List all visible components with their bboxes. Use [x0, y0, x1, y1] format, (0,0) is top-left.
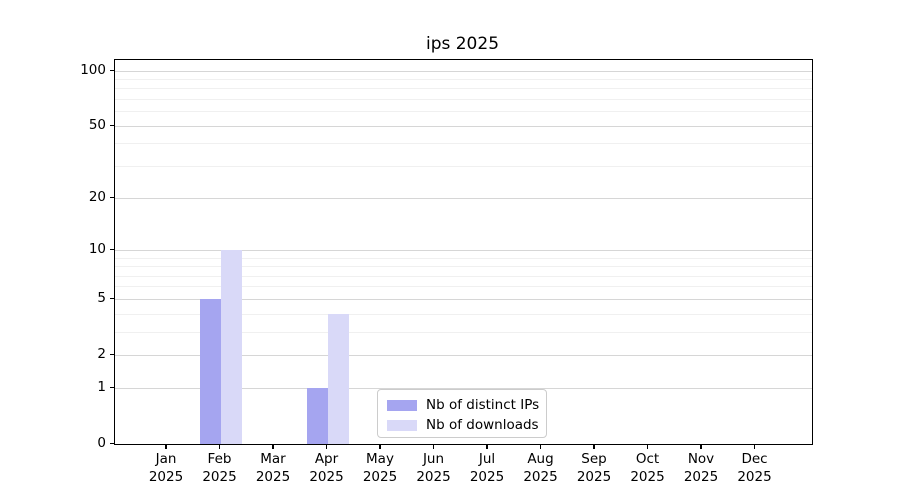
x-tick-jan [165, 445, 167, 449]
plot-area: Nb of distinct IPs Nb of downloads [114, 59, 813, 445]
legend: Nb of distinct IPs Nb of downloads [377, 389, 547, 438]
x-tick-label-oct: Oct 2025 [630, 451, 665, 485]
gridline-major-5 [115, 298, 812, 300]
bar-nb-of-distinct-ips-feb [199, 299, 221, 444]
bar-nb-of-distinct-ips-apr [306, 388, 328, 444]
bar-nb-of-downloads-feb [220, 250, 242, 444]
y-tick-label-1: 1 [97, 379, 106, 395]
y-tick-label-100: 100 [80, 62, 106, 79]
x-tick-label-jan: Jan 2025 [148, 451, 184, 485]
gridline-minor-7 [115, 275, 812, 277]
x-tick-aug [539, 445, 542, 449]
gridline-minor-9 [115, 257, 812, 259]
legend-label-distinct-ips: Nb of distinct IPs [426, 397, 540, 413]
x-tick-label-jun: Jun 2025 [416, 451, 451, 485]
x-tick-label-mar: Mar 2025 [255, 451, 291, 485]
gridline-minor-60 [115, 111, 812, 113]
y-tick-50 [110, 125, 114, 127]
gridline-minor-8 [115, 266, 812, 267]
gridline-major-1 [115, 387, 812, 389]
x-tick-jul [486, 445, 488, 449]
y-tick-1 [110, 387, 114, 389]
x-tick-feb [218, 445, 221, 449]
x-tick-label-jul: Jul 2025 [469, 451, 505, 485]
y-tick-2 [110, 354, 114, 356]
y-tick-5 [110, 298, 114, 300]
x-tick-sep [593, 445, 595, 449]
x-tick-label-may: May 2025 [362, 451, 398, 485]
gridline-major-20 [115, 197, 812, 199]
x-tick-label-sep: Sep 2025 [576, 451, 612, 485]
x-tick-oct [646, 445, 649, 449]
y-tick-0 [110, 443, 114, 445]
legend-swatch-distinct-ips [387, 399, 417, 411]
gridline-minor-70 [115, 99, 812, 101]
gridline-major-10 [115, 249, 812, 251]
legend-item-distinct-ips: Nb of distinct IPs [387, 395, 546, 415]
legend-item-downloads: Nb of downloads [387, 415, 546, 435]
y-tick-label-50: 50 [88, 117, 106, 134]
x-tick-label-aug: Aug 2025 [523, 451, 558, 485]
x-tick-label-apr: Apr 2025 [309, 451, 344, 485]
legend-swatch-downloads [387, 419, 417, 431]
gridline-minor-3 [115, 331, 812, 333]
y-tick-label-10: 10 [88, 241, 106, 258]
legend-label-downloads: Nb of downloads [426, 417, 539, 433]
y-tick-label-20: 20 [88, 189, 106, 205]
x-tick-nov [700, 445, 702, 449]
gridline-major-50 [115, 125, 812, 127]
x-tick-apr [325, 445, 328, 449]
x-tick-jun [432, 445, 435, 449]
y-tick-20 [110, 197, 114, 199]
bar-nb-of-downloads-apr [327, 314, 349, 444]
y-tick-100 [110, 70, 114, 72]
x-tick-mar [272, 445, 274, 449]
gridline-major-100 [115, 70, 812, 72]
x-tick-dec [753, 445, 756, 449]
gridline-minor-6 [115, 286, 812, 288]
y-tick-label-5: 5 [97, 290, 106, 307]
x-tick-label-feb: Feb 2025 [202, 451, 237, 485]
y-tick-10 [110, 249, 114, 251]
x-tick-label-dec: Dec 2025 [737, 451, 772, 485]
gridline-minor-30 [115, 166, 812, 167]
gridline-minor-90 [115, 79, 812, 80]
y-tick-label-0: 0 [97, 435, 106, 451]
x-tick-label-nov: Nov 2025 [683, 451, 719, 485]
y-tick-label-2: 2 [97, 346, 106, 363]
x-tick-may [379, 445, 381, 449]
gridline-minor-4 [115, 313, 812, 315]
chart-title: ips 2025 [425, 34, 500, 54]
gridline-minor-40 [115, 143, 812, 145]
gridline-major-2 [115, 354, 812, 356]
gridline-minor-80 [115, 88, 812, 90]
